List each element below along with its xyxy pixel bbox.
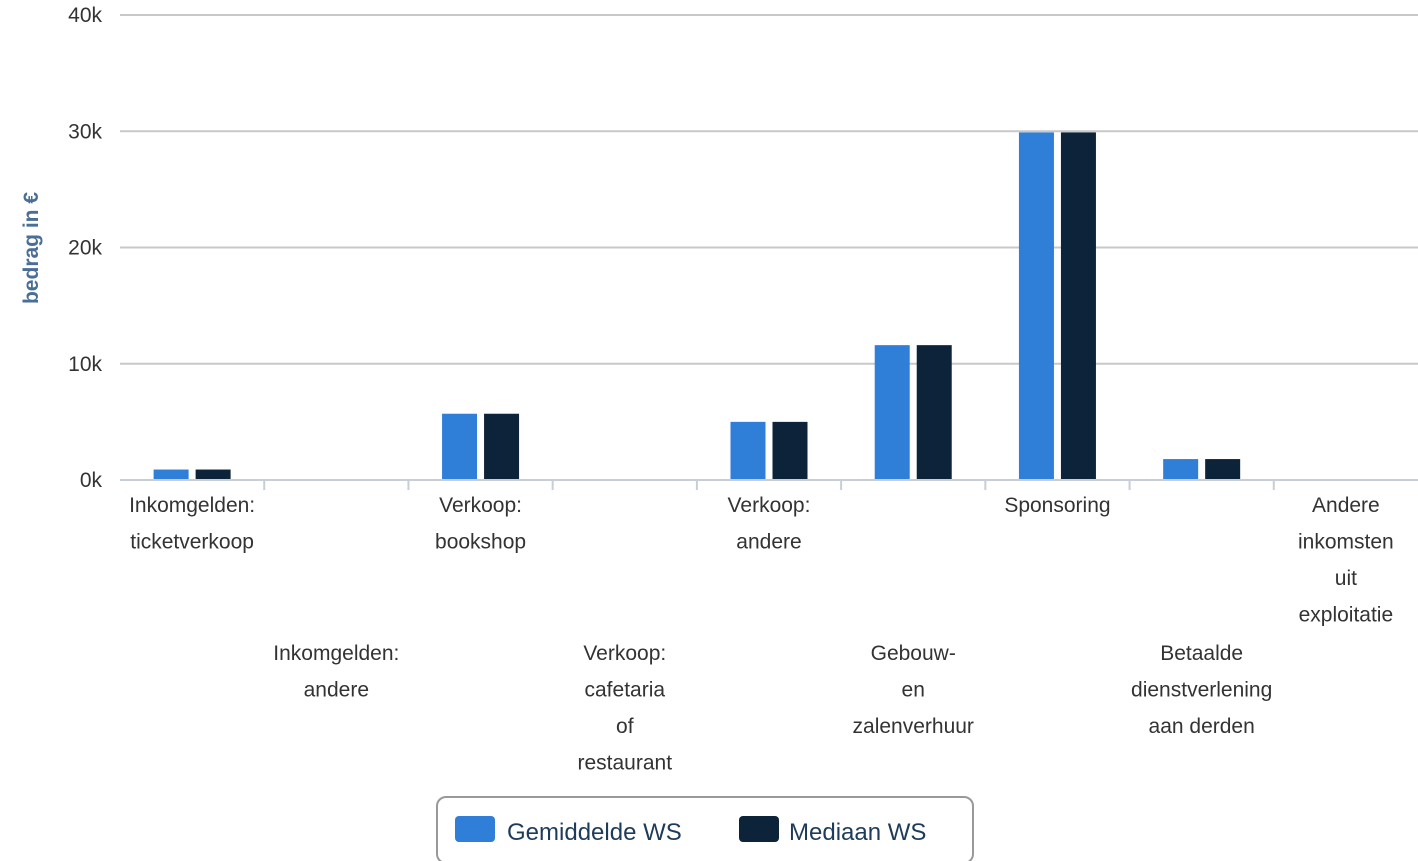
legend-label[interactable]: Mediaan WS <box>789 819 926 846</box>
bar[interactable] <box>730 421 766 480</box>
x-tick-label: Gebouw-en zalenverhuur <box>853 642 974 738</box>
x-tick-label: Verkoop: cafetaria of restaurant <box>577 642 672 775</box>
x-tick-label: Inkomgelden: ticketverkoop <box>129 494 255 554</box>
gridlines <box>120 14 1418 365</box>
x-tick-label: Betaalde dienstverlening aan derden <box>1131 642 1272 738</box>
x-tick-label: Sponsoring <box>1004 494 1110 517</box>
bar[interactable] <box>1018 132 1054 480</box>
x-tick-label: Verkoop: andere <box>728 494 811 554</box>
bars <box>153 132 1241 480</box>
legend-swatch[interactable] <box>739 816 779 842</box>
bar[interactable] <box>1163 459 1199 480</box>
legend: Gemiddelde WS Mediaan WS <box>436 796 974 861</box>
bar[interactable] <box>442 413 478 480</box>
y-tick-label: 30k <box>68 120 102 143</box>
bar[interactable] <box>195 469 231 480</box>
y-tick-label: 40k <box>68 4 102 27</box>
bar[interactable] <box>1060 132 1096 480</box>
x-tick-label: Andere inkomsten uit exploitatie <box>1298 494 1394 627</box>
y-tick-label: 10k <box>68 353 102 376</box>
y-tick-label: 0k <box>80 469 103 492</box>
x-tick-label: Inkomgelden: andere <box>273 642 399 702</box>
legend-swatch[interactable] <box>455 816 495 842</box>
bar[interactable] <box>916 345 952 480</box>
bar[interactable] <box>484 413 520 480</box>
y-axis-ticks: 0k 10k 20k 30k 40k <box>68 4 102 492</box>
y-axis-title: bedrag in € <box>20 192 43 304</box>
y-tick-label: 20k <box>68 237 102 260</box>
legend-label[interactable]: Gemiddelde WS <box>507 819 682 846</box>
bar[interactable] <box>772 421 808 480</box>
bar[interactable] <box>1205 459 1241 480</box>
bar[interactable] <box>874 345 910 480</box>
x-tick-label: Verkoop: bookshop <box>435 494 526 554</box>
legend-box <box>436 796 974 861</box>
x-axis-ticks: Inkomgelden: ticketverkoop Inkomgelden: and… <box>129 480 1394 775</box>
bar[interactable] <box>153 469 189 480</box>
